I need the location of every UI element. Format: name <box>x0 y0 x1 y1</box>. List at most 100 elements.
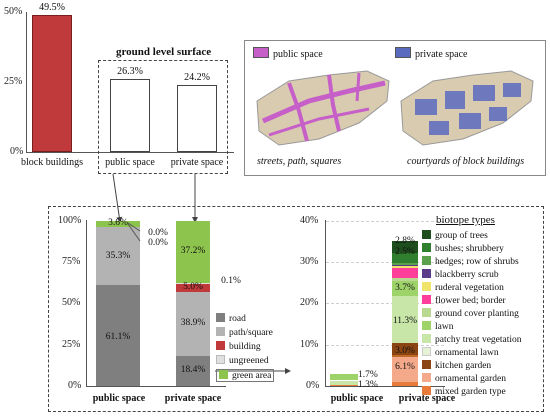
public-swatch <box>253 47 269 58</box>
ytick: 25% <box>62 339 81 350</box>
bar-block-buildings <box>32 15 72 152</box>
value-label: 26.3% <box>117 66 143 77</box>
segment-label: 1.3% <box>358 380 378 390</box>
gridline <box>326 345 444 346</box>
segment-hedges <box>392 263 418 265</box>
segment-label: 3.6% <box>108 218 128 228</box>
ytick: 75% <box>62 256 81 267</box>
segment-lawn <box>392 281 418 296</box>
segment-label: 11.3% <box>392 316 418 326</box>
segment-public-road <box>96 285 140 386</box>
segment-ornamental-garden <box>392 357 418 382</box>
legend-green: green area <box>216 369 275 382</box>
legend-item: ruderal vegetation <box>422 282 504 293</box>
segment-kitchen-garden <box>392 355 418 357</box>
category-label: private space <box>170 157 224 168</box>
x-axis <box>325 386 445 387</box>
legend-private: private space <box>395 47 467 60</box>
segment-label: 2.5% <box>395 247 415 257</box>
segment-private-building <box>176 284 210 292</box>
y-axis <box>86 220 87 386</box>
ytick: 25% <box>4 76 23 87</box>
swatch <box>216 327 225 336</box>
legend-ungreened: ungreened <box>216 355 269 366</box>
segment-label: 37.2% <box>180 246 206 256</box>
legend-item: bushes; shrubbery <box>422 243 504 254</box>
public-caption: streets, path, squares <box>257 156 342 167</box>
swatch <box>422 321 431 330</box>
legend-item: ground cover planting <box>422 308 519 319</box>
y-axis <box>26 12 27 152</box>
map-inset: public space private space streets, path… <box>244 40 546 176</box>
segment-public-mixed <box>330 385 358 386</box>
segment-label: 0.0% <box>148 238 168 248</box>
segment-label: 5.0% <box>183 282 203 292</box>
ytick: 0% <box>68 380 82 391</box>
legend-item: ornamental lawn <box>422 347 499 358</box>
segment-ground-cover <box>392 278 418 281</box>
swatch <box>422 347 431 356</box>
y-axis <box>325 220 326 386</box>
swatch <box>216 355 225 364</box>
lower-panel <box>48 206 544 412</box>
value-label: 49.5% <box>39 2 65 13</box>
ytick: 20% <box>300 297 319 308</box>
segment-private-green <box>176 221 210 283</box>
segment-label: 18.4% <box>180 365 206 375</box>
category-label: public space <box>105 157 155 168</box>
category-label: public space <box>92 393 146 404</box>
ytick: 50% <box>4 6 23 17</box>
swatch <box>422 386 431 395</box>
segment-label: 35.3% <box>105 251 131 261</box>
segment-trees <box>392 241 418 253</box>
segment-private-ungreened <box>176 283 210 284</box>
segment-label: 38.9% <box>180 318 206 328</box>
legend-item: patchy treat vegetation <box>422 334 522 345</box>
group-label: ground level surface <box>116 46 212 58</box>
bar-public-space <box>110 79 150 152</box>
legend-item: flower bed; border <box>422 295 506 306</box>
legend-item: lawn <box>422 321 453 332</box>
legend-path: path/square <box>216 327 273 338</box>
category-label: private space <box>164 393 222 404</box>
legend-item: mixed garden type <box>422 386 506 397</box>
ytick: 10% <box>300 339 319 350</box>
segment-private-road <box>176 356 210 386</box>
ytick: 40% <box>300 215 319 226</box>
segment-ruderal <box>392 266 418 268</box>
legend-item: blackberry scrub <box>422 269 499 280</box>
swatch <box>422 243 431 252</box>
swatch <box>216 313 225 322</box>
ytick: 30% <box>300 256 319 267</box>
swatch <box>219 370 228 379</box>
segment-label: 3.7% <box>395 283 415 293</box>
segment-public-path <box>96 227 140 285</box>
bar-private-space <box>177 85 217 152</box>
gridline <box>326 262 444 263</box>
legend-item: group of trees <box>422 230 488 241</box>
segment-blackberry <box>392 265 418 266</box>
ytick: 0% <box>306 380 320 391</box>
private-caption: courtyards of block buildings <box>407 156 525 167</box>
legend-item: kitchen garden <box>422 360 491 371</box>
ytick: 0% <box>10 146 24 157</box>
legend-item: hedges; row of shrubs <box>422 256 519 267</box>
category-label: private space <box>398 393 456 404</box>
legend-road: road <box>216 313 246 324</box>
segment-public-ornamental-lawn <box>330 380 358 385</box>
swatch <box>422 282 431 291</box>
value-label: 24.2% <box>184 72 210 83</box>
x-axis <box>26 152 234 153</box>
swatch <box>422 230 431 239</box>
segment-public-lawn <box>330 373 358 380</box>
segment-ornamental-lawn <box>392 343 418 355</box>
swatch <box>422 334 431 343</box>
segment-label: 0.0% <box>148 228 168 238</box>
private-stack <box>392 234 418 386</box>
legend-building: building <box>216 341 261 352</box>
swatch <box>422 360 431 369</box>
swatch <box>422 373 431 382</box>
segment-bushes <box>392 253 418 263</box>
swatch <box>422 269 431 278</box>
swatch <box>422 308 431 317</box>
